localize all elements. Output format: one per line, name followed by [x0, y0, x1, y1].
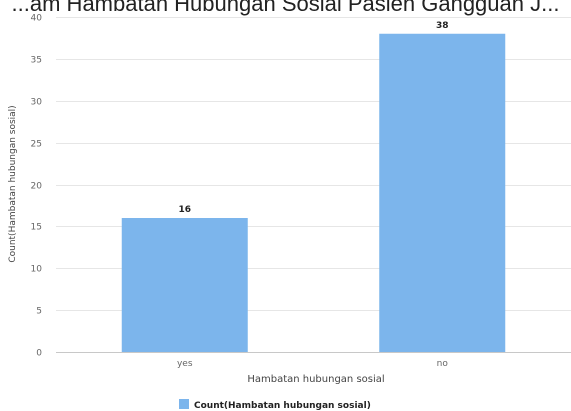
x-axis-label: Hambatan hubungan sosial	[247, 374, 384, 385]
y-tick-label: 5	[36, 307, 42, 317]
y-tick-label: 30	[31, 98, 43, 108]
legend-label: Count(Hambatan hubungan sosial)	[194, 401, 371, 411]
data-label: 38	[436, 21, 449, 31]
bars	[121, 33, 506, 352]
y-tick-label: 25	[31, 140, 42, 150]
data-label: 16	[178, 205, 191, 215]
x-tick-label: no	[437, 359, 449, 369]
chart-title: ...am Hambatan Hubungan Sosial Pasien Ga…	[11, 0, 560, 16]
bar-no	[379, 33, 506, 352]
y-tick-label: 15	[31, 223, 42, 233]
y-tick-label: 20	[31, 182, 43, 192]
y-tick-label: 40	[31, 14, 43, 24]
y-tick-label: 10	[31, 265, 43, 275]
legend-swatch	[179, 399, 189, 409]
legend[interactable]: Count(Hambatan hubungan sosial)	[179, 399, 371, 411]
y-tick-label: 35	[31, 56, 42, 66]
y-axis-label: Count(Hambatan hubungan sosial)	[8, 105, 18, 262]
bar-yes	[121, 218, 248, 352]
y-tick-label: 0	[36, 349, 42, 359]
y-axis-ticks: 0 5 10 15 20 25 30 35 40	[31, 14, 43, 359]
x-tick-label: yes	[177, 359, 193, 369]
x-axis-ticks: yes no	[177, 359, 448, 369]
